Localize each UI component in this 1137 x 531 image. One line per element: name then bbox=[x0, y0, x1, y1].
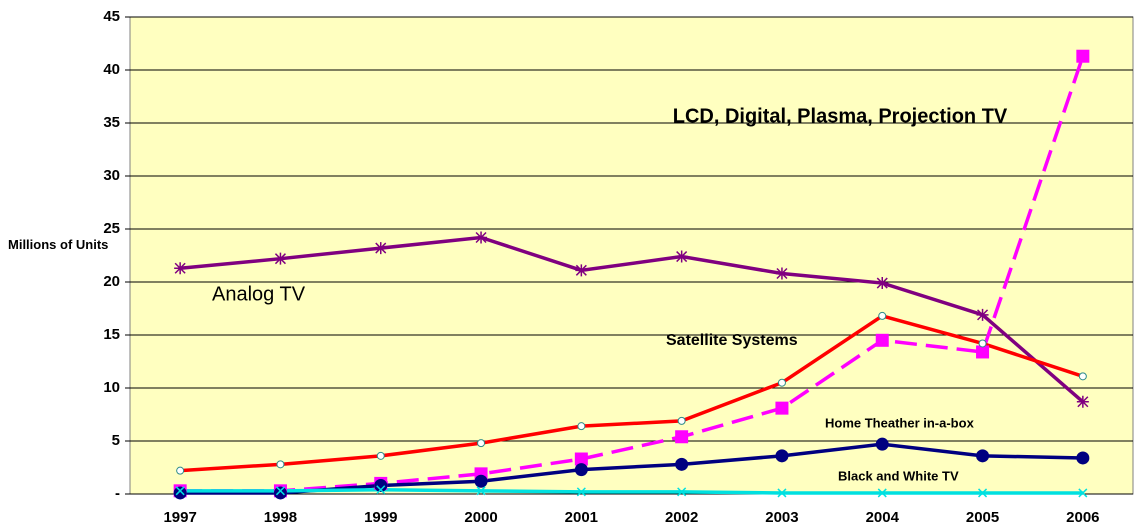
marker bbox=[675, 250, 688, 263]
y-tick-label: 35 bbox=[103, 114, 120, 131]
marker bbox=[376, 485, 386, 495]
marker bbox=[477, 439, 486, 448]
marker bbox=[1076, 451, 1090, 465]
marker bbox=[775, 267, 788, 280]
series-label: Satellite Systems bbox=[666, 332, 798, 349]
series-label: LCD, Digital, Plasma, Projection TV bbox=[673, 105, 1008, 127]
marker bbox=[875, 333, 889, 347]
series-line bbox=[180, 55, 1085, 493]
marker bbox=[173, 486, 187, 500]
marker bbox=[775, 401, 789, 415]
y-tick-label: 45 bbox=[103, 8, 120, 25]
marker bbox=[1078, 488, 1088, 498]
marker bbox=[677, 487, 687, 497]
marker bbox=[1078, 372, 1087, 381]
marker bbox=[878, 311, 887, 320]
y-tick-label: 25 bbox=[103, 220, 120, 237]
marker bbox=[777, 488, 787, 498]
marker bbox=[174, 262, 187, 275]
series-label: Black and White TV bbox=[838, 468, 959, 483]
x-tick-label: 2001 bbox=[565, 509, 598, 526]
marker bbox=[476, 486, 486, 496]
marker bbox=[575, 264, 588, 277]
x-tick-label: 2002 bbox=[665, 509, 698, 526]
marker bbox=[877, 488, 887, 498]
marker bbox=[777, 378, 786, 387]
marker bbox=[475, 231, 488, 244]
marker bbox=[574, 463, 588, 477]
x-tick-label: 2000 bbox=[464, 509, 497, 526]
marker bbox=[675, 430, 689, 444]
x-tick-label: 2003 bbox=[765, 509, 798, 526]
marker bbox=[276, 460, 285, 469]
marker bbox=[275, 486, 285, 496]
series-label: Home Theather in-a-box bbox=[825, 415, 975, 430]
x-tick-label: 2005 bbox=[966, 509, 999, 526]
series-line bbox=[180, 314, 1084, 473]
marker bbox=[976, 308, 989, 321]
series-line bbox=[180, 488, 1083, 495]
marker bbox=[474, 474, 488, 488]
marker bbox=[574, 452, 588, 466]
marker bbox=[876, 277, 889, 290]
x-tick-label: 2004 bbox=[866, 509, 900, 526]
marker bbox=[978, 339, 987, 348]
marker bbox=[274, 252, 287, 265]
y-tick-label: 40 bbox=[103, 61, 120, 78]
y-tick-label: 10 bbox=[103, 379, 120, 396]
marker bbox=[576, 487, 586, 497]
y-tick-label: - bbox=[115, 485, 120, 502]
marker bbox=[875, 437, 889, 451]
x-tick-label: 1999 bbox=[364, 509, 397, 526]
marker bbox=[1076, 395, 1089, 408]
marker bbox=[1076, 49, 1090, 63]
series-line bbox=[179, 235, 1084, 404]
marker bbox=[273, 486, 287, 500]
marker bbox=[374, 242, 387, 255]
x-tick-label: 1997 bbox=[163, 509, 196, 526]
y-tick-label: 20 bbox=[103, 273, 120, 290]
marker bbox=[376, 451, 385, 460]
y-tick-label: 15 bbox=[103, 326, 120, 343]
marker bbox=[175, 486, 185, 496]
series-label: Analog TV bbox=[212, 283, 306, 305]
x-tick-label: 2006 bbox=[1066, 509, 1099, 526]
marker bbox=[675, 457, 689, 471]
marker bbox=[976, 449, 990, 463]
marker bbox=[976, 345, 990, 359]
marker bbox=[374, 479, 388, 493]
y-tick-label: 5 bbox=[112, 432, 120, 449]
marker bbox=[677, 416, 686, 425]
x-tick-label: 1998 bbox=[264, 509, 297, 526]
marker bbox=[978, 488, 988, 498]
y-axis-label: Millions of Units bbox=[8, 237, 109, 252]
marker bbox=[176, 466, 185, 475]
marker bbox=[775, 449, 789, 463]
marker bbox=[577, 422, 586, 431]
y-tick-label: 30 bbox=[103, 167, 120, 184]
